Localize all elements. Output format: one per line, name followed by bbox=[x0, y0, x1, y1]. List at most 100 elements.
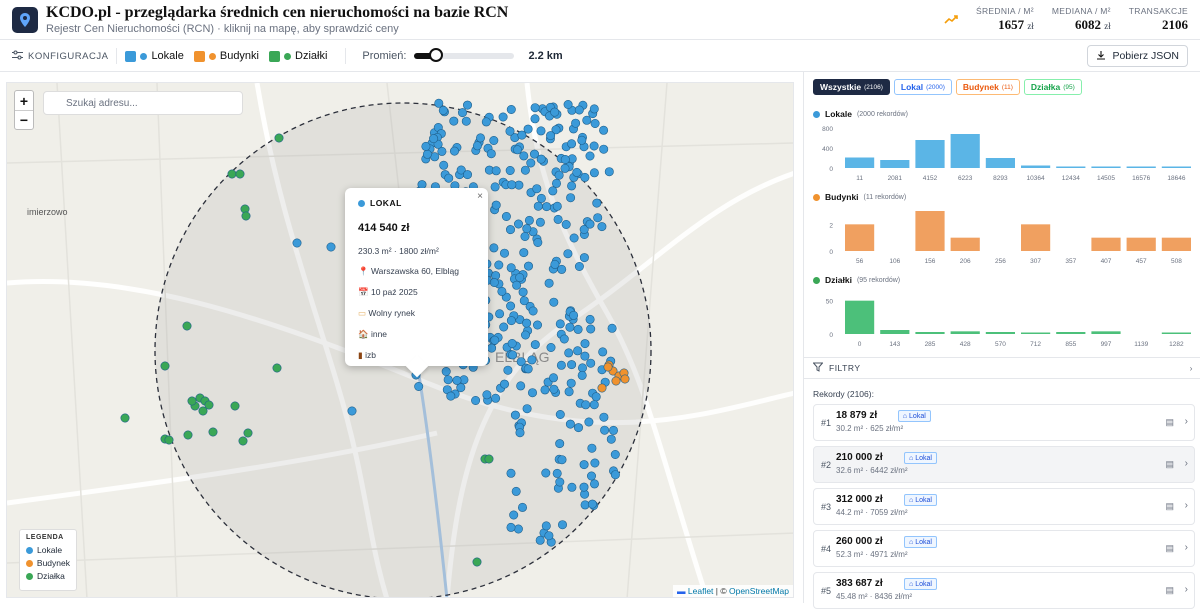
lokal-marker[interactable] bbox=[438, 105, 448, 115]
lokal-marker[interactable] bbox=[599, 412, 609, 422]
histogram-bar[interactable] bbox=[845, 157, 875, 169]
lokal-marker[interactable] bbox=[586, 324, 596, 334]
lokal-marker[interactable] bbox=[535, 535, 545, 545]
lokal-marker[interactable] bbox=[536, 193, 546, 203]
histogram-bar[interactable] bbox=[1161, 237, 1191, 251]
layer-toggle-lokale[interactable]: Lokale bbox=[125, 50, 184, 62]
lokal-marker[interactable] bbox=[579, 225, 589, 235]
lokal-marker[interactable] bbox=[551, 125, 561, 135]
lokal-marker[interactable] bbox=[533, 201, 543, 211]
histogram-bar[interactable] bbox=[1126, 237, 1156, 251]
lokal-marker[interactable] bbox=[505, 166, 515, 176]
lokal-marker[interactable] bbox=[565, 419, 575, 429]
lokal-marker[interactable] bbox=[499, 379, 509, 389]
lokal-marker[interactable] bbox=[506, 301, 516, 311]
lokal-marker[interactable] bbox=[548, 373, 558, 383]
lokal-marker[interactable] bbox=[555, 409, 565, 419]
lokal-marker[interactable] bbox=[573, 324, 583, 334]
lokal-marker[interactable] bbox=[554, 170, 564, 180]
lokal-marker[interactable] bbox=[518, 287, 528, 297]
lokal-marker[interactable] bbox=[517, 502, 527, 512]
chevron-right-icon[interactable]: › bbox=[1184, 542, 1188, 553]
lokal-marker[interactable] bbox=[552, 468, 562, 478]
dzialka-marker[interactable] bbox=[183, 430, 193, 440]
lokal-marker[interactable] bbox=[449, 116, 459, 126]
dzialka-marker[interactable] bbox=[187, 396, 197, 406]
lokal-marker[interactable] bbox=[563, 99, 573, 109]
checkbox-dzialki[interactable] bbox=[269, 50, 280, 62]
lokal-marker[interactable] bbox=[456, 165, 466, 175]
lokal-marker[interactable] bbox=[530, 114, 540, 124]
histogram-bar[interactable] bbox=[1021, 224, 1051, 251]
lokal-marker[interactable] bbox=[511, 486, 521, 496]
lokal-marker[interactable] bbox=[597, 222, 607, 232]
lokal-marker[interactable] bbox=[579, 253, 589, 263]
lokal-marker[interactable] bbox=[434, 98, 444, 108]
lokal-marker[interactable] bbox=[587, 499, 597, 509]
document-icon[interactable]: ▤ bbox=[1165, 501, 1174, 511]
histogram-bar[interactable] bbox=[880, 330, 910, 334]
lokal-marker[interactable] bbox=[523, 364, 533, 374]
lokal-marker[interactable] bbox=[564, 348, 574, 358]
lokal-marker[interactable] bbox=[610, 470, 620, 480]
lokal-marker[interactable] bbox=[506, 468, 516, 478]
lokal-marker[interactable] bbox=[499, 322, 509, 332]
lokal-marker[interactable] bbox=[544, 531, 554, 541]
lokal-marker[interactable] bbox=[567, 139, 577, 149]
lokal-marker[interactable] bbox=[505, 126, 515, 136]
lokal-marker[interactable] bbox=[457, 108, 467, 118]
lokal-marker[interactable] bbox=[542, 202, 552, 212]
lokal-marker[interactable] bbox=[536, 126, 546, 136]
lokal-marker[interactable] bbox=[540, 385, 550, 395]
lokal-marker[interactable] bbox=[549, 384, 559, 394]
tab-budynek[interactable]: Budynek (11) bbox=[955, 79, 1020, 95]
lokal-marker[interactable] bbox=[579, 460, 589, 470]
document-icon[interactable]: ▤ bbox=[1165, 543, 1174, 553]
app-logo[interactable] bbox=[12, 7, 38, 33]
lokal-marker[interactable] bbox=[527, 355, 537, 365]
lokal-marker[interactable] bbox=[508, 350, 518, 360]
lokal-marker[interactable] bbox=[326, 242, 336, 252]
lokal-marker[interactable] bbox=[555, 439, 565, 449]
histogram-bar[interactable] bbox=[1056, 166, 1086, 169]
dzialka-marker[interactable] bbox=[484, 454, 494, 464]
lokal-marker[interactable] bbox=[552, 201, 562, 211]
lokal-marker[interactable] bbox=[490, 335, 500, 345]
lokal-marker[interactable] bbox=[569, 233, 579, 243]
lokal-marker[interactable] bbox=[506, 263, 516, 273]
lokal-marker[interactable] bbox=[520, 232, 530, 242]
lokal-marker[interactable] bbox=[559, 334, 569, 344]
lokal-marker[interactable] bbox=[507, 338, 517, 348]
lokal-marker[interactable] bbox=[414, 381, 424, 391]
radius-slider-handle[interactable] bbox=[429, 48, 444, 62]
lokal-marker[interactable] bbox=[462, 170, 472, 180]
lokal-marker[interactable] bbox=[564, 387, 574, 397]
lokal-marker[interactable] bbox=[593, 213, 603, 223]
lokal-marker[interactable] bbox=[599, 125, 609, 135]
lokal-marker[interactable] bbox=[580, 339, 590, 349]
lokal-marker[interactable] bbox=[446, 391, 456, 401]
lokal-marker[interactable] bbox=[586, 358, 596, 368]
dzialka-marker[interactable] bbox=[208, 427, 218, 437]
lokal-marker[interactable] bbox=[505, 225, 515, 235]
histogram-bar[interactable] bbox=[845, 224, 875, 251]
lokal-marker[interactable] bbox=[600, 425, 610, 435]
histogram-bar[interactable] bbox=[1021, 332, 1051, 335]
lokal-marker[interactable] bbox=[532, 184, 542, 194]
lokal-marker[interactable] bbox=[567, 482, 577, 492]
lokal-marker[interactable] bbox=[439, 160, 449, 170]
histogram-bar[interactable] bbox=[880, 160, 910, 168]
lokal-marker[interactable] bbox=[541, 521, 551, 531]
lokal-marker[interactable] bbox=[591, 392, 601, 402]
histogram-bar[interactable] bbox=[1091, 331, 1121, 334]
dzialka-marker[interactable] bbox=[120, 413, 130, 423]
lokal-marker[interactable] bbox=[598, 347, 608, 357]
lokal-marker[interactable] bbox=[590, 118, 600, 128]
lokal-marker[interactable] bbox=[546, 131, 556, 141]
lokal-marker[interactable] bbox=[497, 286, 507, 296]
lokal-marker[interactable] bbox=[526, 158, 536, 168]
lokal-marker[interactable] bbox=[515, 273, 525, 283]
lokal-marker[interactable] bbox=[491, 200, 501, 210]
dzialka-marker[interactable] bbox=[182, 321, 192, 331]
record-item[interactable]: #3 312 000 zł ⌂ Lokal 44.2 m² · 7059 zł/m² ▤ › bbox=[813, 488, 1195, 525]
